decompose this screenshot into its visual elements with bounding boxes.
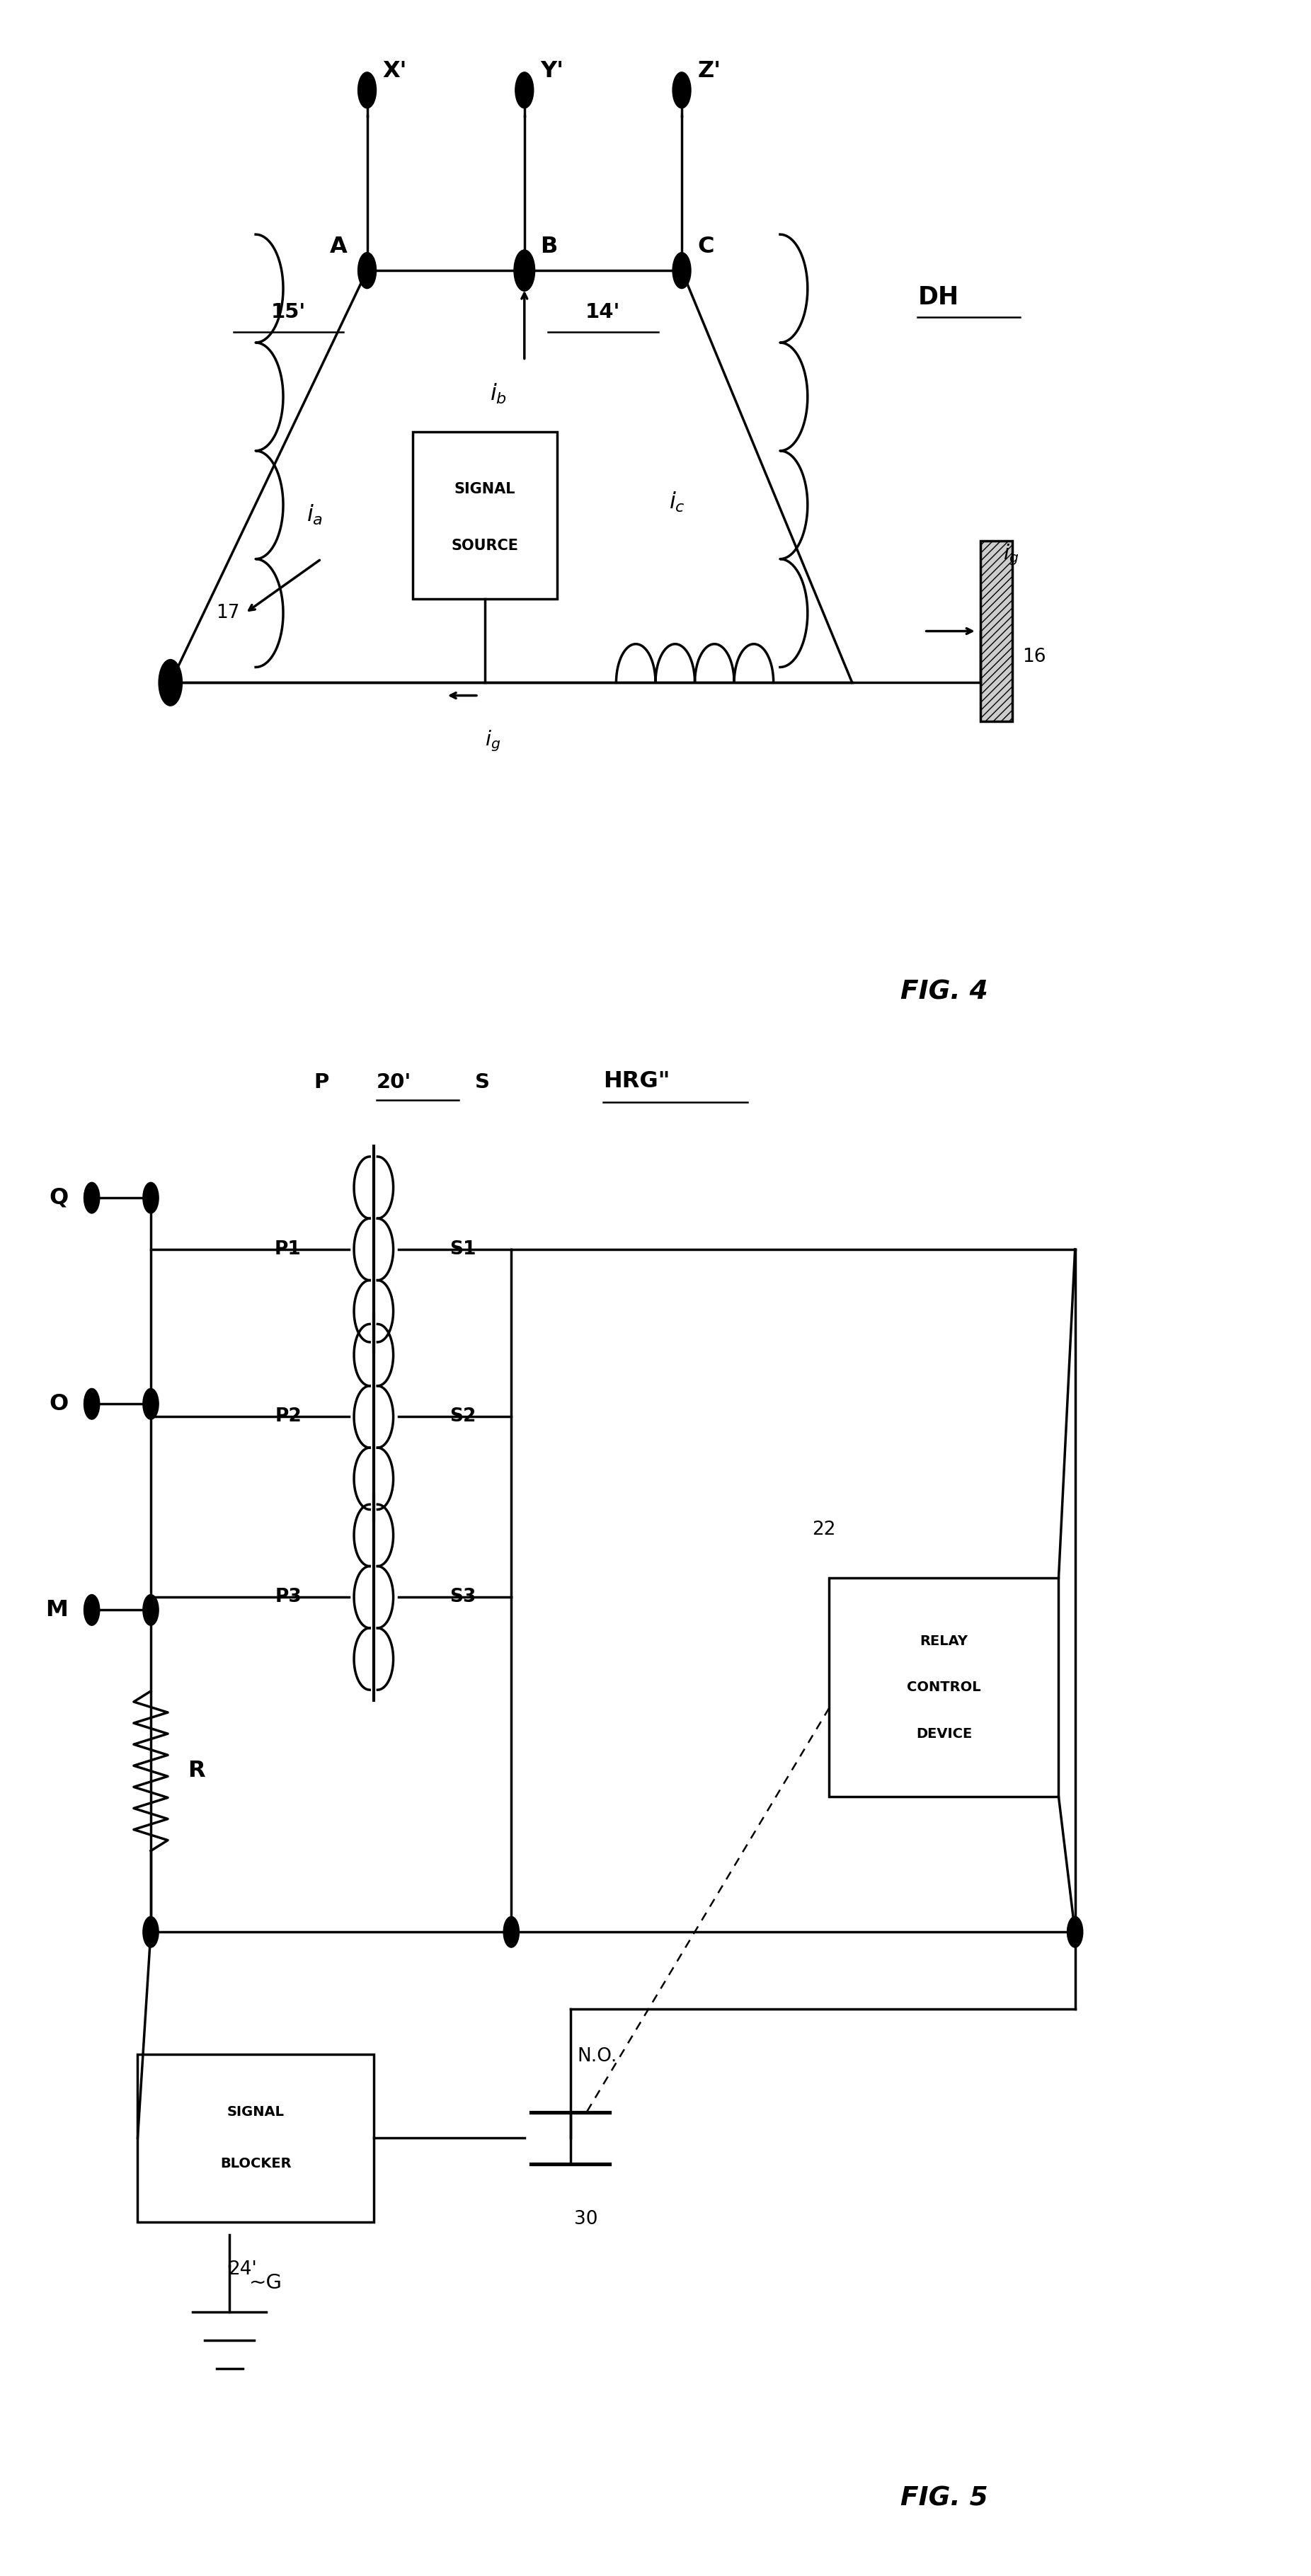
Circle shape: [673, 252, 691, 289]
Text: CONTROL: CONTROL: [907, 1680, 981, 1695]
Text: FIG. 4: FIG. 4: [901, 979, 987, 1005]
Circle shape: [143, 1182, 159, 1213]
Text: BLOCKER: BLOCKER: [220, 2156, 291, 2172]
Circle shape: [84, 1388, 100, 1419]
Text: P3: P3: [275, 1587, 302, 1607]
Text: SIGNAL: SIGNAL: [455, 482, 515, 497]
Text: $i_a$: $i_a$: [307, 502, 323, 528]
Text: SIGNAL: SIGNAL: [227, 2105, 284, 2120]
Text: 30: 30: [574, 2210, 598, 2228]
Bar: [413, 430, 557, 598]
Text: 24': 24': [228, 2262, 257, 2280]
Circle shape: [159, 659, 182, 706]
Text: M: M: [46, 1600, 68, 1620]
Text: FIG. 5: FIG. 5: [901, 2486, 987, 2512]
Text: $i_b$: $i_b$: [490, 381, 506, 407]
Text: S2: S2: [450, 1406, 476, 1427]
Circle shape: [515, 72, 534, 108]
Text: O: O: [49, 1394, 68, 1414]
Circle shape: [673, 72, 691, 108]
Text: 20': 20': [376, 1072, 412, 1092]
Text: 15': 15': [271, 301, 305, 322]
Text: P1: P1: [275, 1239, 302, 1260]
Text: X': X': [383, 59, 408, 82]
Circle shape: [143, 1388, 159, 1419]
Text: S3: S3: [450, 1587, 476, 1607]
Circle shape: [503, 1917, 519, 1947]
Text: N.O.: N.O.: [577, 2048, 616, 2066]
Text: P2: P2: [275, 1406, 302, 1427]
Text: 14': 14': [586, 301, 620, 322]
Text: S1: S1: [450, 1239, 476, 1260]
Circle shape: [143, 1595, 159, 1625]
Text: A: A: [330, 234, 347, 258]
Circle shape: [515, 252, 534, 289]
Text: HRG": HRG": [603, 1069, 670, 1092]
Text: ~G: ~G: [249, 2272, 282, 2293]
Text: DEVICE: DEVICE: [916, 1726, 971, 1741]
Circle shape: [358, 72, 376, 108]
Text: DH: DH: [918, 286, 958, 309]
Circle shape: [514, 250, 535, 291]
Text: Y': Y': [540, 59, 564, 82]
Text: P: P: [313, 1072, 329, 1092]
Circle shape: [84, 1182, 100, 1213]
Text: 22: 22: [812, 1520, 836, 1540]
Circle shape: [84, 1595, 100, 1625]
Circle shape: [1067, 1917, 1083, 1947]
Circle shape: [358, 252, 376, 289]
Text: RELAY: RELAY: [920, 1633, 968, 1649]
Text: S: S: [475, 1072, 490, 1092]
Bar: [138, 2056, 374, 2221]
Text: $i_c$: $i_c$: [669, 489, 684, 515]
Text: 17: 17: [216, 603, 240, 623]
Text: Z': Z': [697, 59, 721, 82]
Text: SOURCE: SOURCE: [451, 538, 519, 554]
Text: B: B: [540, 234, 557, 258]
Text: Q: Q: [49, 1188, 68, 1208]
Bar: [829, 1577, 1058, 1798]
Text: $i_g$: $i_g$: [485, 729, 501, 755]
Text: $i_g$: $i_g$: [1003, 541, 1019, 567]
Circle shape: [143, 1917, 159, 1947]
Bar: [981, 541, 1012, 721]
Text: R: R: [187, 1759, 205, 1783]
Text: 16: 16: [1023, 647, 1046, 667]
Text: C: C: [697, 234, 714, 258]
